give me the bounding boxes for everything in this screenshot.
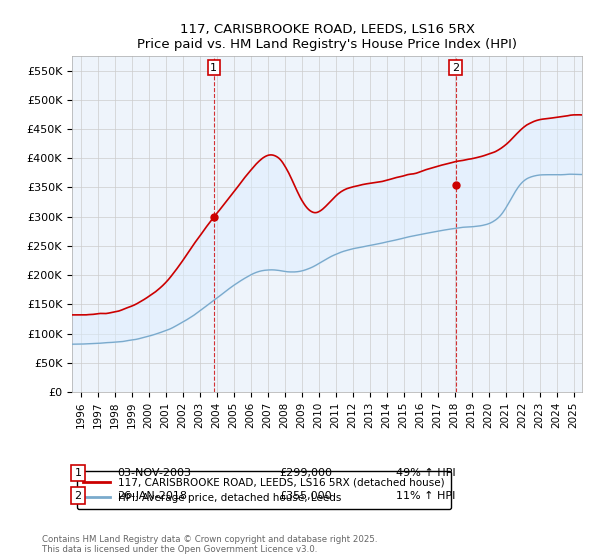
Text: 2: 2 — [452, 63, 459, 73]
Text: 49% ↑ HPI: 49% ↑ HPI — [396, 468, 455, 478]
Text: £355,000: £355,000 — [279, 491, 332, 501]
Text: 03-NOV-2003: 03-NOV-2003 — [117, 468, 191, 478]
Text: Contains HM Land Registry data © Crown copyright and database right 2025.
This d: Contains HM Land Registry data © Crown c… — [42, 535, 377, 554]
Text: 1: 1 — [210, 63, 217, 73]
Title: 117, CARISBROOKE ROAD, LEEDS, LS16 5RX
Price paid vs. HM Land Registry's House P: 117, CARISBROOKE ROAD, LEEDS, LS16 5RX P… — [137, 22, 517, 50]
Text: 26-JAN-2018: 26-JAN-2018 — [117, 491, 187, 501]
Text: 1: 1 — [74, 468, 82, 478]
Text: 11% ↑ HPI: 11% ↑ HPI — [396, 491, 455, 501]
Text: 2: 2 — [74, 491, 82, 501]
Text: £299,000: £299,000 — [279, 468, 332, 478]
Legend: 117, CARISBROOKE ROAD, LEEDS, LS16 5RX (detached house), HPI: Average price, det: 117, CARISBROOKE ROAD, LEEDS, LS16 5RX (… — [77, 471, 451, 509]
